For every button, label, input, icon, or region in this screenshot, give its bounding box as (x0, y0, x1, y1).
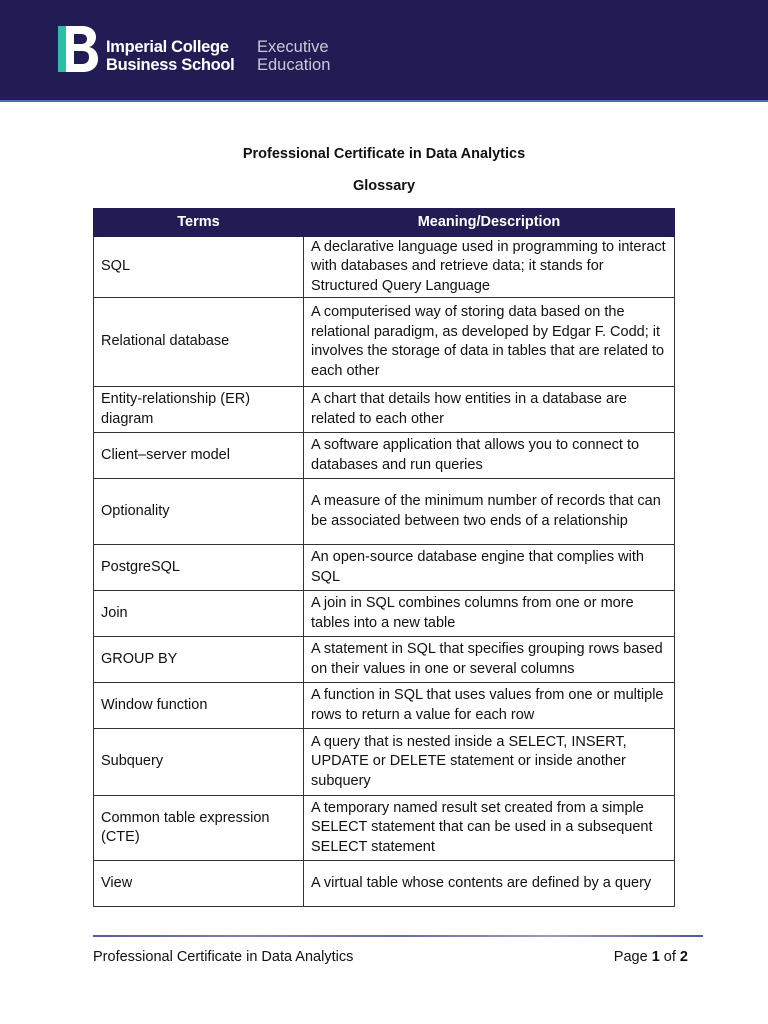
page-word: Page (613, 949, 648, 965)
meaning-cell: A function in SQL that uses values from … (303, 682, 675, 729)
table-row: View A virtual table whose contents are d… (93, 860, 675, 907)
term-cell: Join (93, 590, 304, 637)
header-terms: Terms (93, 208, 304, 237)
logo-exec-line1: Executive (257, 38, 329, 56)
meaning-cell: An open-source database engine that comp… (303, 544, 675, 591)
meaning-cell: A chart that details how entities in a d… (303, 386, 675, 433)
logo-line2: Business School (106, 56, 235, 74)
term-cell: Window function (93, 682, 304, 729)
term-cell: GROUP BY (93, 636, 304, 683)
page-indicator: Page 1 of 2 (614, 949, 688, 965)
meaning-cell: A virtual table whose contents are defin… (303, 860, 675, 907)
meaning-cell: A query that is nested inside a SELECT, … (303, 728, 675, 796)
table-row: Entity-relationship (ER) diagram A chart … (93, 386, 675, 433)
meaning-cell: A declarative language used in programmi… (303, 236, 675, 298)
term-cell: View (93, 860, 304, 907)
meaning-cell: A computerised way of storing data based… (303, 297, 675, 387)
table-row: SQL A declarative language used in progra… (93, 236, 675, 298)
table-row: Relational database A computerised way of… (93, 297, 675, 387)
of-word: of (663, 949, 676, 965)
imperial-b-logo-icon (58, 26, 98, 72)
table-header-row: Terms Meaning/Description (93, 208, 675, 237)
page-total: 2 (679, 949, 688, 965)
document-title: Professional Certificate in Data Analyti… (242, 146, 526, 162)
meaning-cell: A join in SQL combines columns from one … (303, 590, 675, 637)
term-cell: Subquery (93, 728, 304, 796)
page-current: 1 (651, 949, 660, 965)
table-row: PostgreSQL An open-source database engine… (93, 544, 675, 591)
logo-line1: Imperial College (106, 38, 229, 56)
header-meaning: Meaning/Description (303, 208, 675, 237)
logo-wordmark: Imperial College Business School (106, 38, 235, 74)
table-row: Common table expression (CTE) A temporary… (93, 795, 675, 861)
term-cell: Common table expression (CTE) (93, 795, 304, 861)
term-cell: PostgreSQL (93, 544, 304, 591)
logo-executive-education: Executive Education (257, 38, 330, 74)
table-row: Client–server model A software applicatio… (93, 432, 675, 479)
term-cell: SQL (93, 236, 304, 298)
term-cell: Entity-relationship (ER) diagram (93, 386, 304, 433)
table-row: Optionality A measure of the minimum numb… (93, 478, 675, 545)
logo-exec-line2: Education (257, 56, 331, 74)
meaning-cell: A software application that allows you t… (303, 432, 675, 479)
footer-divider (93, 935, 703, 937)
table-row: Window function A function in SQL that us… (93, 682, 675, 729)
meaning-cell: A statement in SQL that specifies groupi… (303, 636, 675, 683)
term-cell: Optionality (93, 478, 304, 545)
table-row: Subquery A query that is nested inside a … (93, 728, 675, 796)
table-row: Join A join in SQL combines columns from … (93, 590, 675, 637)
header-banner: Imperial College Business School Executi… (0, 0, 768, 102)
table-row: GROUP BY A statement in SQL that specifie… (93, 636, 675, 683)
meaning-cell: A measure of the minimum number of recor… (303, 478, 675, 545)
glossary-table: Terms Meaning/Description SQL A declarati… (93, 208, 675, 907)
document-subtitle: Glossary (352, 178, 416, 194)
term-cell: Client–server model (93, 432, 304, 479)
meaning-cell: A temporary named result set created fro… (303, 795, 675, 861)
term-cell: Relational database (93, 297, 304, 387)
footer-title: Professional Certificate in Data Analyti… (93, 949, 354, 965)
